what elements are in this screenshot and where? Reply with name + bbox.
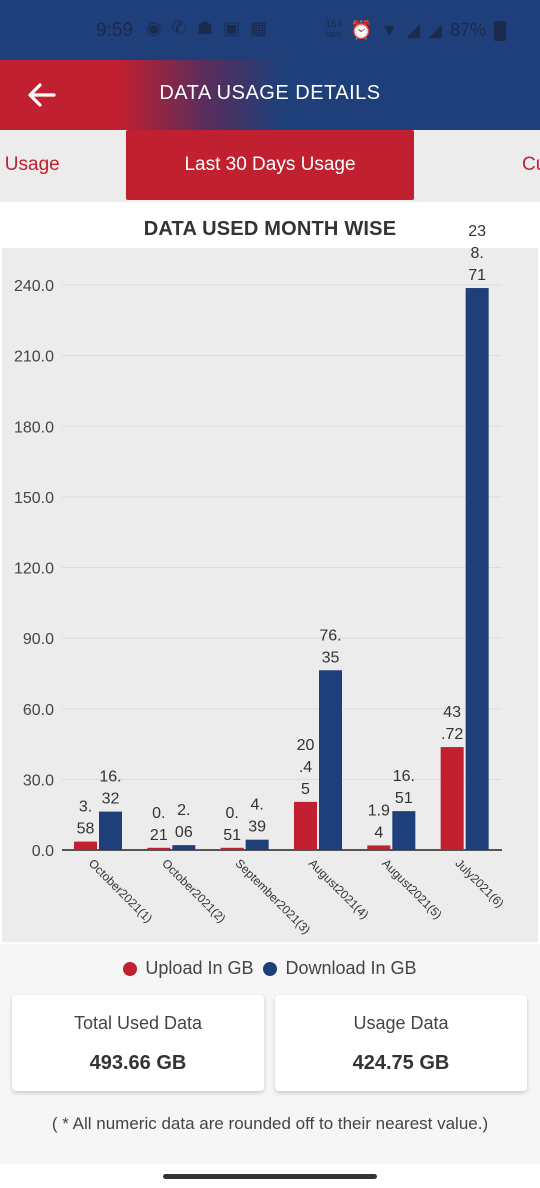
y-tick-label: 240.0 <box>14 278 54 295</box>
battery-level: 87% <box>449 20 486 40</box>
network-speed: 164 KB/S <box>325 19 343 40</box>
legend-download-dot <box>263 961 278 976</box>
y-tick-label: 180.0 <box>14 419 54 436</box>
month-wise-bar-chart: 0.0 30.0 60.0 90.0 120.0 150.0 180.0 210.0 240.0… <box>2 223 538 942</box>
bar-data-label: 2. <box>177 802 190 819</box>
tab-previous-usage[interactable]: s Usage <box>0 154 60 175</box>
bar-data-label: 8. <box>470 245 483 262</box>
bar-upload <box>74 841 97 850</box>
bar-data-label: 06 <box>175 824 193 841</box>
signal-icon: ◢ <box>406 20 421 40</box>
bar-data-label: .4 <box>299 759 312 776</box>
arrow-left-icon[interactable] <box>24 77 60 113</box>
bar-data-label: 16. <box>99 769 121 786</box>
bar-data-label: 58 <box>77 821 95 838</box>
bar-download <box>319 670 342 850</box>
legend-upload-label: Upload In GB <box>145 958 254 978</box>
legend-download: Download In GB <box>263 958 417 979</box>
rounding-footnote: ( * All numeric data are rounded off to … <box>51 1114 489 1133</box>
bar-download <box>172 845 196 850</box>
bar-data-label: 39 <box>248 819 266 836</box>
bar-data-label: 16. <box>393 768 415 785</box>
usage-data-value: 424.75 GB <box>352 1052 450 1074</box>
y-tick-label: 30.0 <box>23 772 54 789</box>
bar-upload <box>440 747 464 850</box>
y-tick-label: 0.0 <box>32 843 54 860</box>
status-time: 9:59 <box>96 20 133 41</box>
y-tick-label: 60.0 <box>23 702 54 719</box>
bar-data-label: .72 <box>441 726 463 743</box>
y-tick-label: 150.0 <box>14 490 54 507</box>
bar-data-label: 51 <box>223 827 241 844</box>
legend-upload: Upload In GB <box>123 958 253 979</box>
tab-last-30-days-usage[interactable]: Last 30 Days Usage <box>126 130 414 200</box>
total-used-data-value: 493.66 GB <box>89 1052 187 1074</box>
app-bar: DATA USAGE DETAILS <box>0 60 540 130</box>
bar-data-label: 32 <box>102 791 120 808</box>
usage-tabs: s Usage Last 30 Days Usage Cu <box>0 130 540 202</box>
bar-upload <box>294 801 317 850</box>
chart-title: DATA USED MONTH WISE <box>143 218 397 240</box>
bar-data-label: 23 <box>468 223 486 240</box>
bar-download <box>465 288 489 850</box>
bar-download <box>245 839 269 850</box>
total-used-data-label: Total Used Data <box>73 1013 203 1033</box>
legend-download-label: Download In GB <box>285 958 417 978</box>
notification-icon: ◉ <box>146 18 162 38</box>
y-tick-label: 90.0 <box>23 631 54 648</box>
usage-data-label: Usage Data <box>353 1013 449 1033</box>
bar-data-label: 5 <box>301 781 310 798</box>
status-app-icons: ◉ ✆ ☗ ▣ ▦ <box>146 18 267 39</box>
page-title: DATA USAGE DETAILS <box>159 82 381 104</box>
bar-data-label: 0. <box>152 805 165 822</box>
bar-data-label: 21 <box>150 827 168 844</box>
rr-icon: ▣ <box>222 18 240 38</box>
signal-2-icon: ◢ <box>428 20 442 40</box>
legend-upload-dot <box>123 961 138 976</box>
bar-upload <box>220 847 244 850</box>
bar-data-label: 4 <box>374 824 383 841</box>
alarm-icon: ⏰ <box>350 20 373 40</box>
bar-data-label: 4. <box>250 797 263 814</box>
bar-download <box>99 811 122 850</box>
bar-data-label: 43 <box>443 704 461 721</box>
bar-data-label: 0. <box>225 805 238 822</box>
bar-data-label: 71 <box>468 267 486 284</box>
game-icon: ☗ <box>196 18 213 38</box>
status-system-icons: 164 KB/S ⏰ ▼ ◢ ◢ 87% <box>325 20 506 41</box>
home-gesture-handle[interactable] <box>163 1174 377 1179</box>
y-tick-label: 120.0 <box>14 561 54 578</box>
bar-data-label: 51 <box>395 790 413 807</box>
y-tick-label: 210.0 <box>14 349 54 366</box>
bar-upload <box>367 845 391 850</box>
total-used-data-card: Total Used Data 493.66 GB <box>12 995 264 1091</box>
image-icon: ▦ <box>249 18 267 38</box>
status-bar: 9:59 ◉ ✆ ☗ ▣ ▦ 164 KB/S ⏰ ▼ ◢ ◢ 87% <box>0 0 540 60</box>
bar-data-label: 35 <box>322 649 340 666</box>
wifi-icon: ▼ <box>380 20 399 40</box>
battery-icon <box>494 20 506 41</box>
bar-download <box>392 811 416 850</box>
usage-data-card: Usage Data 424.75 GB <box>275 995 527 1091</box>
tab-custom-usage[interactable]: Cu <box>522 154 540 175</box>
chart-legend: Upload In GB Download In GB <box>0 958 540 979</box>
bar-data-label: 1.9 <box>368 802 390 819</box>
navigation-bar <box>0 1164 540 1188</box>
whatsapp-icon: ✆ <box>171 18 187 38</box>
bar-data-label: 3. <box>79 799 92 816</box>
bar-upload <box>147 847 171 850</box>
bar-data-label: 20 <box>297 737 315 754</box>
bar-data-label: 76. <box>319 627 341 644</box>
